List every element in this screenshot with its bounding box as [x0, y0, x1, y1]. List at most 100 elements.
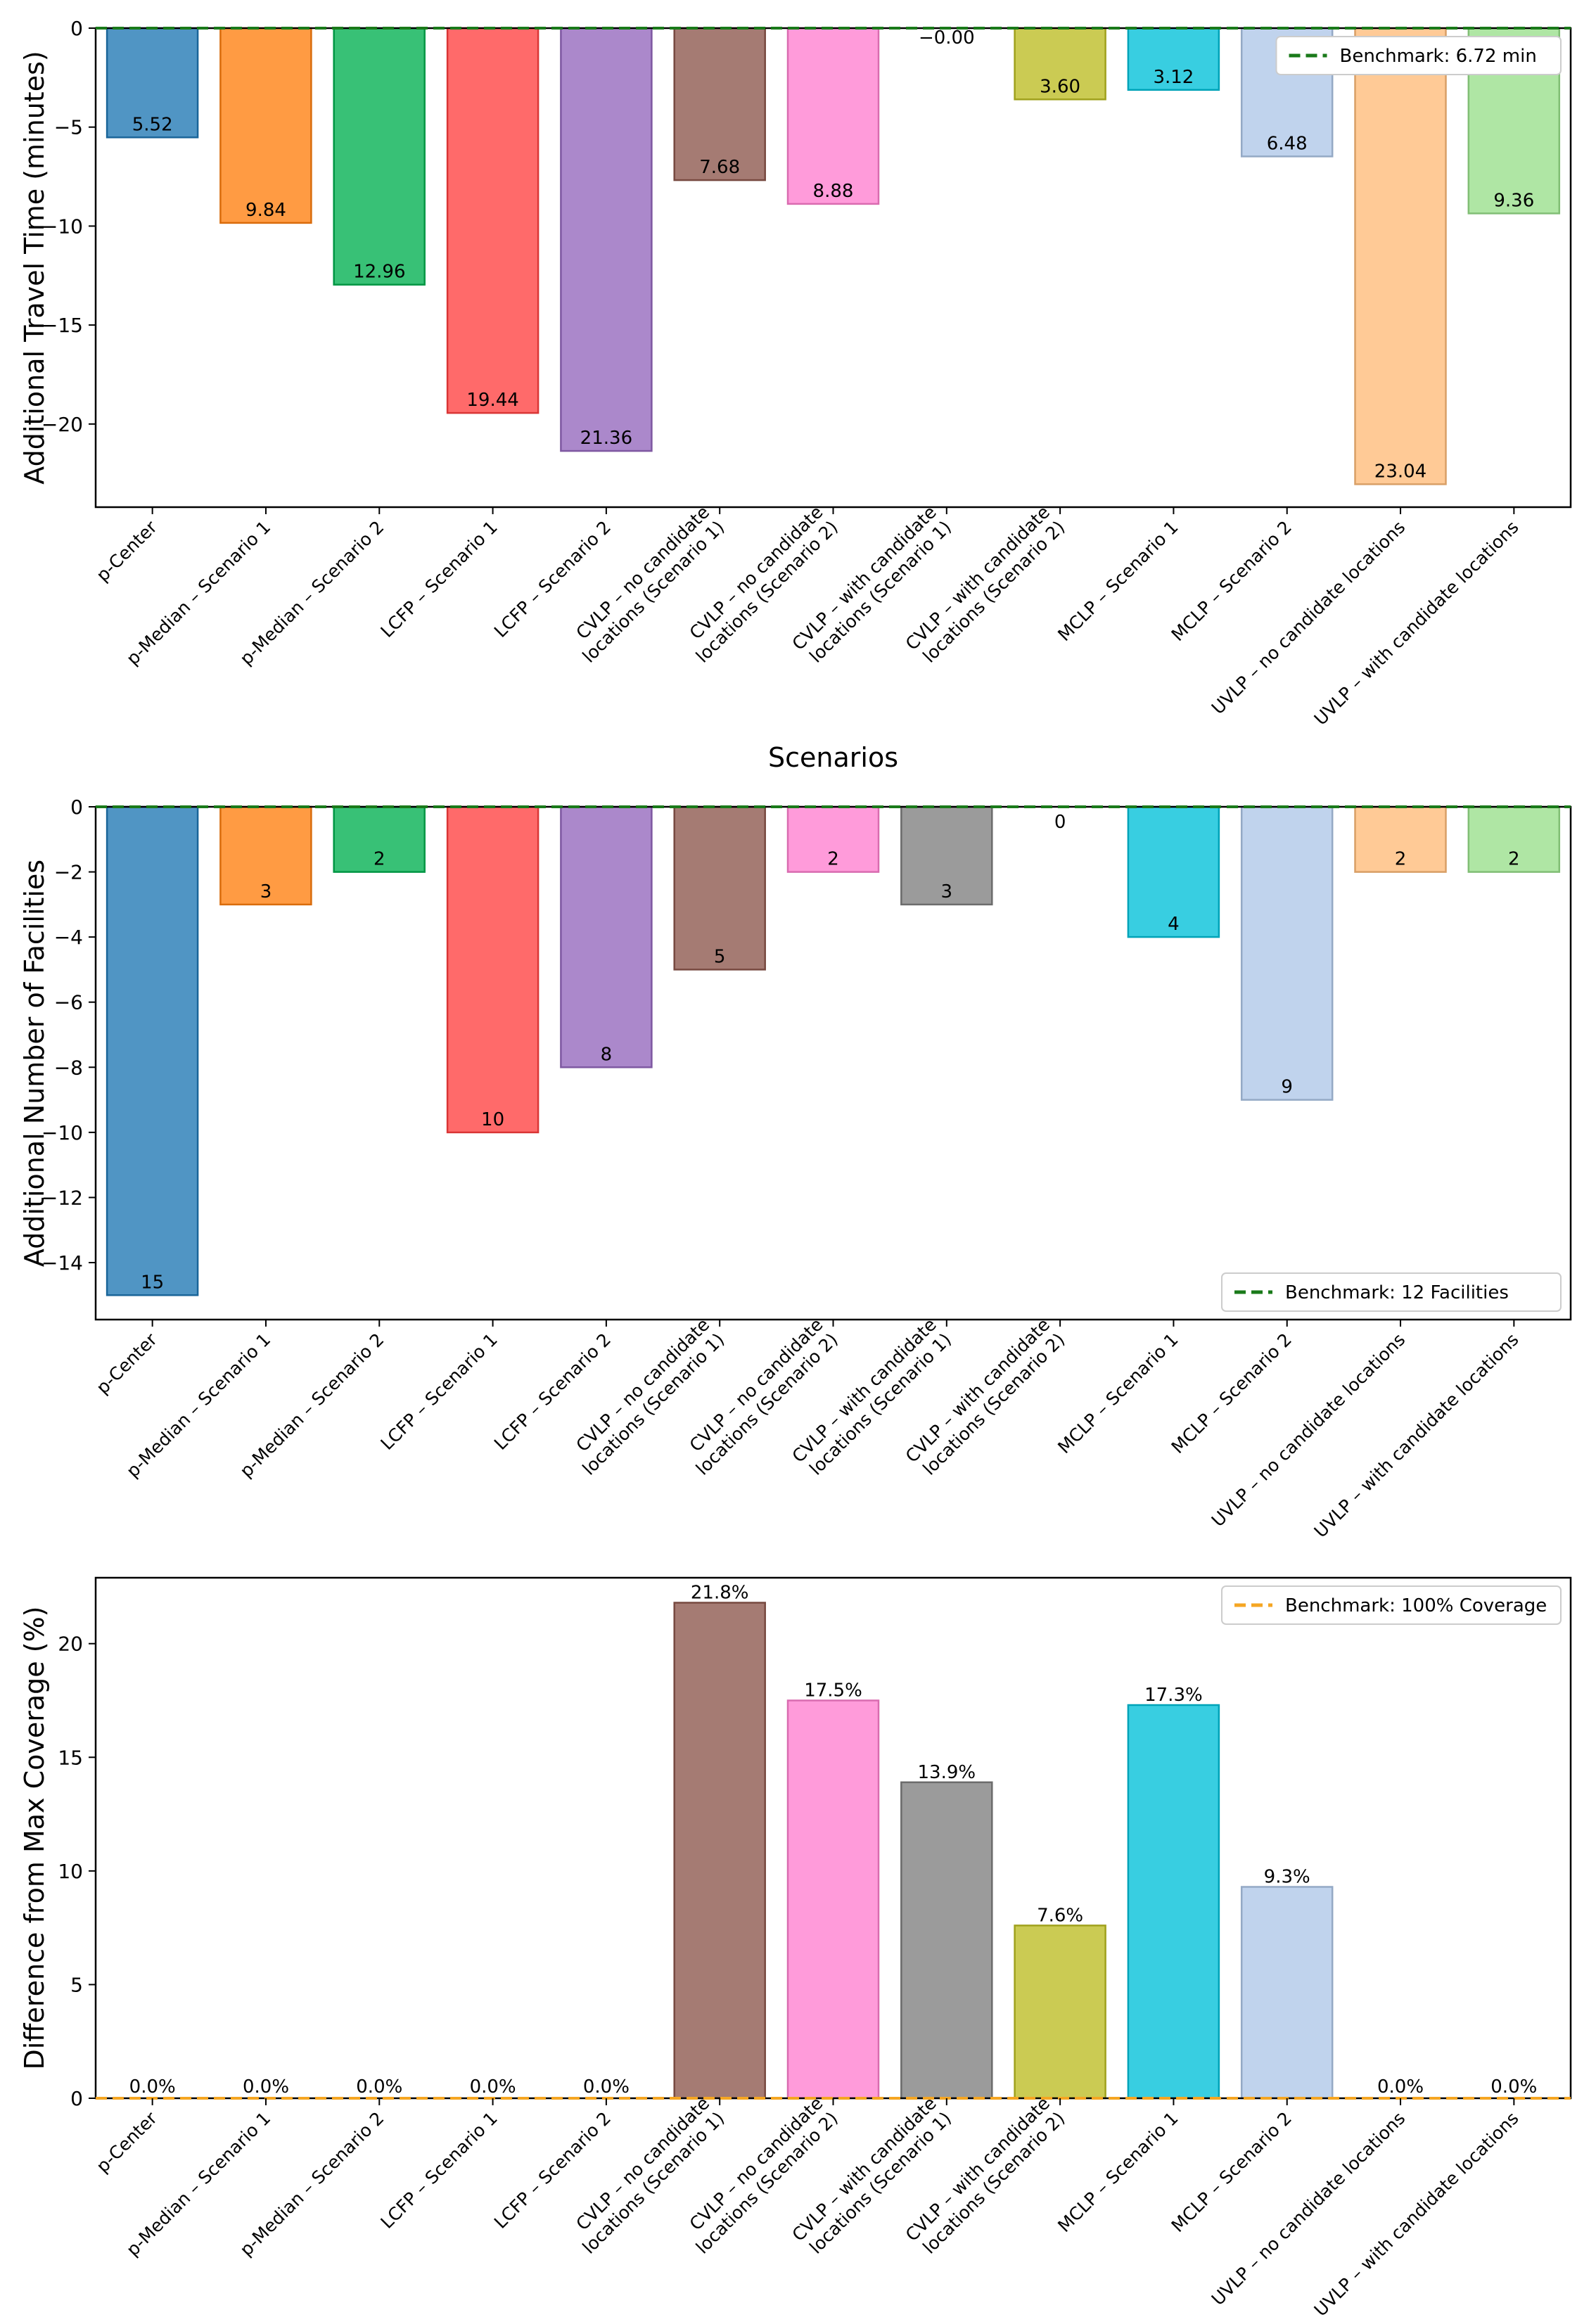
bar [900, 805, 993, 906]
x-tick-label: p-Center [92, 2107, 161, 2176]
data-label: 3 [260, 881, 272, 902]
data-label: 2 [374, 849, 385, 870]
x-tick-label: p-Center [92, 516, 161, 585]
x-tick-label: UVLP – no candidate locations [1208, 517, 1409, 718]
data-label: 9.3% [1264, 1867, 1310, 1888]
chart-3: 0.0% 0.0% 0.0% 0.0% 0.0% 21.8% 17.5% 13.9% 7.6% 1… [19, 1576, 1572, 2317]
data-label: 0.0% [1490, 2076, 1537, 2098]
y-tick-label: −4 [54, 926, 83, 949]
y-tick-label: −10 [42, 215, 83, 238]
bar [786, 27, 880, 205]
bar [219, 27, 312, 224]
data-label: 2 [1508, 849, 1520, 870]
data-label: 12.96 [353, 262, 405, 283]
y-tick-label: 5 [70, 1973, 83, 1996]
bar [446, 805, 540, 1134]
x-tick-label: MCLP – Scenario 1 [1054, 517, 1182, 645]
y-tick-label: −10 [42, 1121, 83, 1144]
data-label: 2 [1395, 849, 1407, 870]
x-tick-label: UVLP – no candidate locations [1208, 1329, 1409, 1531]
bar [333, 27, 426, 286]
x-tick-label: MCLP – Scenario 1 [1054, 1329, 1182, 1457]
bar [786, 1699, 880, 2100]
y-tick-label: −20 [42, 413, 83, 436]
data-label: 0.0% [129, 2076, 176, 2098]
bar [106, 805, 199, 1296]
bar [1127, 27, 1220, 91]
x-tick-label: p-Center [92, 1329, 161, 1398]
data-label: 9.84 [245, 200, 286, 221]
bar [673, 1602, 766, 2100]
data-label: 7.68 [699, 157, 740, 178]
data-label: 0.0% [470, 2076, 516, 2098]
x-tick-label: UVLP – with candidate locations [1310, 517, 1523, 729]
bar [1127, 1704, 1220, 2100]
y-tick-label: −8 [54, 1056, 83, 1079]
legend-label: Benchmark: 12 Facilities [1285, 1282, 1509, 1303]
legend-label: Benchmark: 100% Coverage [1285, 1595, 1547, 1616]
bar [446, 27, 540, 414]
data-label: 8.88 [813, 181, 854, 202]
y-tick-label: 10 [58, 1860, 83, 1883]
data-label: 2 [827, 849, 839, 870]
data-label: 19.44 [466, 390, 518, 411]
data-label: 0.0% [356, 2076, 402, 2098]
y-tick-label: 15 [58, 1746, 83, 1769]
data-label: 0.0% [583, 2076, 630, 2098]
y-tick-label: 20 [58, 1633, 83, 1656]
x-tick-label: MCLP – Scenario 2 [1168, 2108, 1296, 2236]
data-label: 23.04 [1374, 461, 1426, 482]
data-label: 5.52 [132, 114, 173, 135]
legend: Benchmark: 12 Facilities [1221, 1272, 1562, 1312]
y-tick-label: −12 [42, 1186, 83, 1209]
y-axis-label: Additional Travel Time (minutes) [19, 51, 50, 484]
data-label: 21.8% [691, 1583, 749, 1604]
data-label: 0.0% [1377, 2076, 1424, 2098]
bar [333, 805, 426, 873]
y-tick-label: 0 [70, 17, 83, 40]
bar [106, 27, 199, 139]
x-tick-label: MCLP – Scenario 2 [1168, 1329, 1296, 1457]
x-tick-label: LCFP – Scenario 1 [377, 2108, 502, 2233]
data-label: −0.00 [919, 27, 975, 49]
data-label: 9 [1281, 1077, 1293, 1098]
bar [1240, 805, 1334, 1101]
data-label: 3.60 [1040, 76, 1080, 97]
x-tick-label: UVLP – no candidate locations [1208, 2108, 1409, 2309]
bar [900, 1781, 993, 2100]
y-tick-label: −15 [42, 314, 83, 337]
bar [1354, 805, 1447, 873]
legend: Benchmark: 100% Coverage [1221, 1585, 1562, 1625]
data-label: 3 [941, 881, 953, 902]
y-tick-label: −5 [54, 116, 83, 139]
data-label: 0 [1054, 812, 1066, 833]
data-label: 15 [141, 1272, 164, 1293]
chart-1: 5.52 9.84 12.96 19.44 21.36 7.68 8.88 −0.00 3.60… [19, 17, 1572, 773]
y-tick-label: 0 [70, 2087, 83, 2110]
bar [1354, 27, 1447, 485]
chart-2: 15 3 2 10 8 5 2 3 0 4 9 2 2 0 −2 −4 −6 −8 −10 −12 −14Additio… [19, 796, 1572, 1542]
x-tick-label: LCFP – Scenario 1 [377, 1329, 502, 1454]
y-tick-label: −14 [42, 1251, 83, 1275]
bar [219, 805, 312, 906]
data-label: 17.3% [1144, 1685, 1203, 1706]
data-label: 17.5% [804, 1680, 862, 1702]
x-tick-label: MCLP – Scenario 1 [1054, 2108, 1182, 2236]
bar [560, 805, 653, 1068]
data-label: 13.9% [917, 1762, 976, 1783]
legend-box [1275, 36, 1562, 75]
x-tick-label: LCFP – Scenario 1 [377, 517, 502, 642]
bar [1467, 805, 1561, 873]
legend-label: Benchmark: 6.72 min [1340, 46, 1537, 67]
data-label: 4 [1168, 914, 1180, 935]
legend: Benchmark: 6.72 min [1275, 36, 1562, 75]
y-axis-label: Additional Number of Facilities [19, 860, 50, 1267]
data-label: 3.12 [1153, 67, 1194, 88]
bar [1127, 805, 1220, 938]
data-label: 8 [601, 1044, 613, 1065]
x-tick-label: UVLP – with candidate locations [1310, 2108, 1523, 2317]
bar [786, 805, 880, 873]
bar [560, 27, 653, 452]
data-label: 6.48 [1267, 133, 1308, 154]
